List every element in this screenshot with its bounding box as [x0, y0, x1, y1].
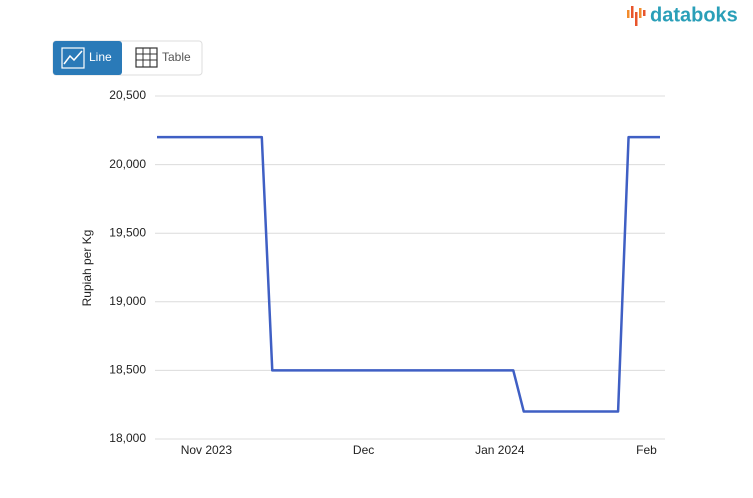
- y-tick-label: 20,000: [109, 157, 146, 171]
- tab-line[interactable]: Line: [53, 41, 122, 75]
- y-tick-label: 18,500: [109, 363, 146, 377]
- tab-label: Line: [89, 50, 112, 64]
- logo: databoks: [650, 4, 738, 26]
- tab-label: Table: [162, 50, 191, 64]
- y-tick-label: 18,000: [109, 431, 146, 445]
- y-tick-label: 19,500: [109, 225, 146, 239]
- x-tick-label: Dec: [353, 443, 374, 457]
- logo-icon: [627, 6, 646, 26]
- x-tick-label: Jan 2024: [475, 443, 525, 457]
- tab-table[interactable]: Table: [135, 47, 191, 68]
- line: [157, 135, 660, 413]
- y-axis-label: Rupiah per Kg: [80, 230, 94, 307]
- y-tick-label: 20,500: [109, 88, 146, 102]
- y-tick-label: 19,000: [109, 294, 146, 308]
- x-tick-label: Nov 2023: [181, 443, 233, 457]
- x-tick-label: Feb: [636, 443, 657, 457]
